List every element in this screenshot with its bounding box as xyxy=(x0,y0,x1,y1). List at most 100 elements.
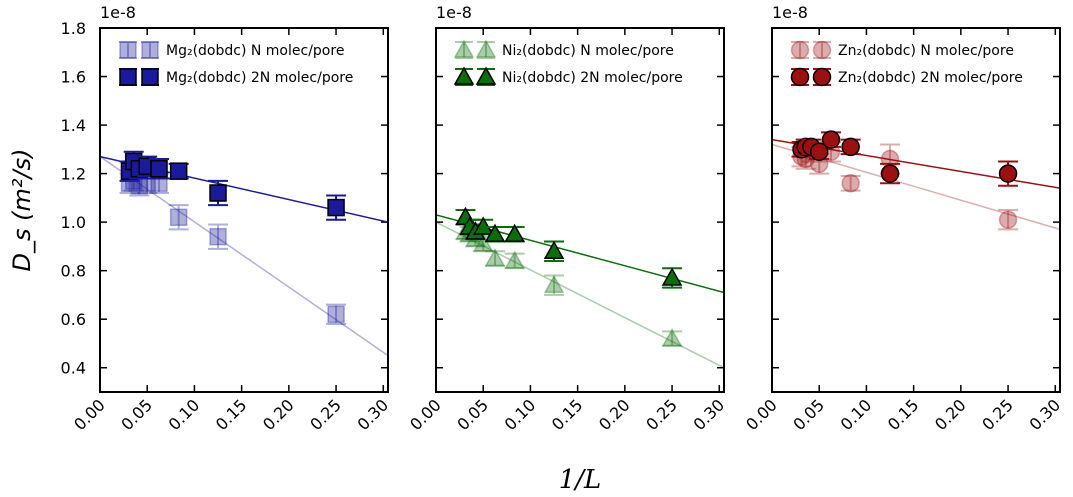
marker xyxy=(484,223,506,243)
marker xyxy=(821,130,841,149)
legend-error-bar xyxy=(813,41,831,59)
error-bar xyxy=(662,330,683,347)
panel: 1e-8 D_s (m²/s) 0.4 0.6 0.8 1.0 1.2 1.4 1.6 1.8 0.… xyxy=(8,3,392,434)
marker xyxy=(661,267,683,286)
y-tick-label: 0.4 xyxy=(61,359,86,378)
legend-error-bar xyxy=(791,41,809,59)
x-tick-label: 0.00 xyxy=(742,395,781,434)
marker xyxy=(453,39,475,58)
marker xyxy=(790,67,810,87)
marker xyxy=(790,40,810,60)
error-bar xyxy=(998,209,1019,231)
legend-error-bar xyxy=(119,41,137,59)
axes-frame xyxy=(771,27,1061,393)
legend-error-bar xyxy=(455,41,473,59)
axis-exponent: 1e-8 xyxy=(436,3,472,22)
marker xyxy=(141,68,159,86)
marker xyxy=(841,174,860,193)
y-tick-label: 0.8 xyxy=(61,262,86,281)
x-tick-label: 0.15 xyxy=(548,395,587,434)
panel: 1e-8 0.00 0.05 0.10 0.15 0.20 0.25 0.30 Zn₂(dobd… xyxy=(742,3,1064,434)
x-axis-label: 1/L xyxy=(559,465,602,495)
marker xyxy=(169,162,188,180)
fit-line xyxy=(436,221,724,369)
x-tick-label: 0.05 xyxy=(117,395,156,434)
y-tick-label: 1.6 xyxy=(61,68,86,87)
legend-label: Zn₂(dobdc) 2N molec/pore xyxy=(838,70,1023,86)
error-bar xyxy=(504,252,525,270)
marker xyxy=(661,328,683,347)
marker xyxy=(880,164,900,183)
marker xyxy=(169,208,188,227)
y-tick-label: 1.2 xyxy=(61,165,86,184)
x-tick-label: 0.10 xyxy=(837,395,876,434)
marker xyxy=(504,223,525,243)
marker xyxy=(475,39,497,58)
plot-area xyxy=(772,130,1060,231)
marker xyxy=(141,41,159,59)
x-tick-label: 0.20 xyxy=(595,395,634,434)
marker xyxy=(327,305,345,324)
axis-exponent: 1e-8 xyxy=(772,3,808,22)
x-tick-label: 0.25 xyxy=(306,395,345,434)
marker xyxy=(209,227,227,246)
x-tick-label: 0.25 xyxy=(642,395,681,434)
x-tick-label: 0.20 xyxy=(931,395,970,434)
axes-frame xyxy=(99,27,389,393)
legend-error-bar xyxy=(477,41,495,59)
x-tick-label: 0.25 xyxy=(978,395,1017,434)
marker xyxy=(484,248,506,267)
legend-label: Mg₂(dobdc) 2N molec/pore xyxy=(166,70,353,86)
marker xyxy=(504,250,525,269)
axis-exponent: 1e-8 xyxy=(100,3,136,22)
marker xyxy=(475,66,497,85)
panel: 1e-8 1/L 0.00 0.05 0.10 0.15 0.20 0.25 0.30 Ni₂(d… xyxy=(406,3,728,495)
marker xyxy=(209,184,227,202)
marker xyxy=(119,41,137,59)
x-tick-label: 0.05 xyxy=(789,395,828,434)
x-tick-label: 0.30 xyxy=(353,395,392,434)
y-tick-label: 1.8 xyxy=(61,19,86,38)
x-tick-label: 0.20 xyxy=(259,395,298,434)
x-tick-label: 0.15 xyxy=(884,395,923,434)
marker xyxy=(998,164,1018,183)
y-tick-label: 1.4 xyxy=(61,116,86,135)
marker xyxy=(998,210,1018,229)
x-tick-label: 0.30 xyxy=(689,395,728,434)
marker xyxy=(150,159,168,178)
y-tick-label: 1.0 xyxy=(61,213,86,232)
marker xyxy=(812,67,832,87)
marker xyxy=(812,40,832,60)
marker xyxy=(119,68,137,86)
plot-area xyxy=(436,206,724,369)
x-tick-label: 0.05 xyxy=(453,395,492,434)
marker xyxy=(543,240,565,260)
error-bar xyxy=(544,274,565,296)
error-bar xyxy=(840,175,861,192)
fit-line xyxy=(100,155,388,357)
error-bar xyxy=(208,223,229,250)
plot-area xyxy=(100,150,388,357)
error-bar xyxy=(485,250,506,267)
marker xyxy=(841,137,860,157)
legend-label: Ni₂(dobdc) N molec/pore xyxy=(502,43,674,59)
error-bar xyxy=(168,204,189,231)
x-tick-label: 0.00 xyxy=(70,395,109,434)
legend-error-bar xyxy=(141,41,159,59)
legend-label: Mg₂(dobdc) N molec/pore xyxy=(166,43,344,59)
x-tick-label: 0.00 xyxy=(406,395,445,434)
legend-label: Ni₂(dobdc) 2N molec/pore xyxy=(502,70,683,86)
marker xyxy=(327,198,345,217)
marker xyxy=(543,274,565,293)
marker xyxy=(453,66,475,85)
y-tick-label: 0.6 xyxy=(61,310,86,329)
legend-label: Zn₂(dobdc) N molec/pore xyxy=(838,43,1014,59)
axes-frame xyxy=(435,27,725,393)
x-tick-label: 0.10 xyxy=(501,395,540,434)
marker xyxy=(472,233,494,252)
error-bar xyxy=(326,303,347,326)
x-tick-label: 0.10 xyxy=(165,395,204,434)
y-axis-label: D_s (m²/s) xyxy=(8,149,36,272)
x-tick-label: 0.15 xyxy=(212,395,251,434)
